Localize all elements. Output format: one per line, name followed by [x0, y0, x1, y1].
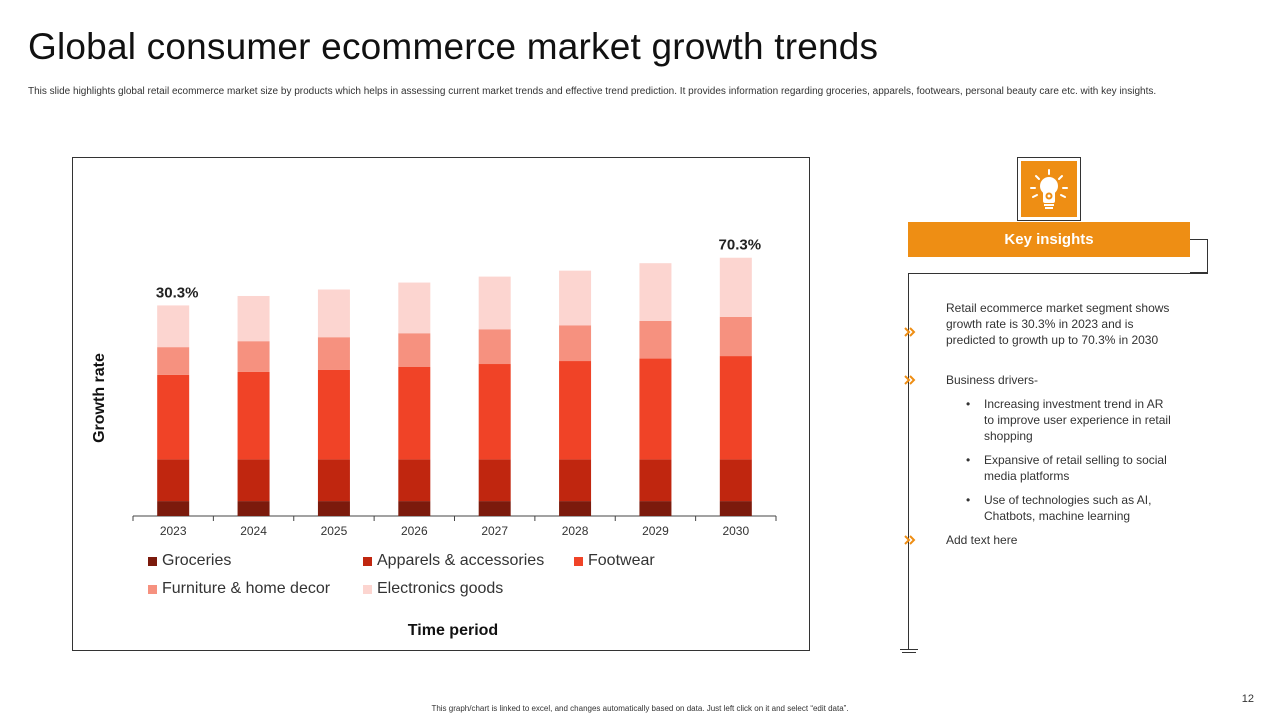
key-insights-header: Key insights	[908, 222, 1190, 257]
legend-label: Furniture & home decor	[162, 580, 331, 597]
bullet-icon: •	[966, 493, 971, 507]
driver-text: Expansive of retail selling to social me…	[984, 453, 1167, 483]
driver-text: Use of technologies such as AI, Chatbots…	[984, 493, 1152, 523]
bar-furniture-home-decor-2028	[559, 325, 592, 362]
x-axis-label: Time period	[407, 622, 499, 639]
bar-furniture-home-decor-2029	[639, 320, 672, 359]
timeline-foot-secondary	[902, 652, 916, 653]
x-tick-label-2029: 2029	[642, 524, 669, 538]
legend-item-groceries: Groceries	[148, 552, 231, 570]
bar-electronics-goods-2025	[317, 289, 350, 338]
page-number: 12	[1241, 693, 1254, 705]
x-tick-label-2026: 2026	[401, 524, 428, 538]
bar-electronics-goods-2030	[719, 257, 752, 317]
timeline-foot	[900, 649, 918, 650]
legend-item-apparels: Apparels & accessories	[363, 552, 544, 570]
bar-electronics-goods-2027	[478, 276, 511, 330]
legend-item-footwear: Footwear	[574, 552, 655, 570]
x-tick-label-2027: 2027	[481, 524, 508, 538]
insight-item-drivers: Business drivers-	[946, 373, 1039, 387]
bar-electronics-goods-2024	[237, 295, 270, 342]
bar-furniture-home-decor-2026	[398, 333, 431, 367]
bar-apparels-accessories-2029	[639, 459, 672, 502]
timeline-marker-icon	[904, 535, 916, 545]
bar-electronics-goods-2026	[398, 282, 431, 334]
bar-electronics-goods-2029	[639, 263, 672, 321]
header-bracket	[1190, 239, 1208, 273]
driver-item: • Use of technologies such as AI, Chatbo…	[966, 492, 1176, 524]
chart-footnote: This graph/chart is linked to excel, and…	[431, 704, 849, 713]
header-divider	[908, 273, 1208, 274]
bar-footwear-2023	[157, 374, 190, 460]
bar-electronics-goods-2028	[559, 270, 592, 326]
bullet-icon: •	[966, 397, 971, 411]
bar-footwear-2028	[559, 361, 592, 460]
bar-apparels-accessories-2024	[237, 459, 270, 502]
x-tick-label-2028: 2028	[562, 524, 589, 538]
legend-swatch-apparels	[363, 556, 372, 566]
bar-apparels-accessories-2028	[559, 459, 592, 502]
bar-groceries-2025	[317, 501, 350, 516]
legend-swatch-electronics	[363, 584, 372, 594]
legend-swatch-footwear	[574, 556, 583, 566]
bar-electronics-goods-2023	[157, 305, 190, 348]
bar-apparels-accessories-2026	[398, 459, 431, 502]
legend-label: Footwear	[588, 552, 655, 569]
slide-title: Global consumer ecommerce market growth …	[28, 26, 879, 67]
bar-apparels-accessories-2025	[317, 459, 350, 502]
chart-area[interactable]: 2023 2024 2025 2026 2027 2028 2029 2030 30.3% 70.…	[72, 157, 810, 651]
bar-furniture-home-decor-2025	[317, 337, 350, 370]
bar-groceries-2023	[157, 501, 190, 516]
bar-groceries-2029	[639, 501, 672, 516]
insight-item-add-text: Add text here	[946, 533, 1018, 547]
legend-swatch-furniture	[148, 584, 157, 594]
legend-item-furniture: Furniture & home decor	[148, 580, 330, 598]
bar-furniture-home-decor-2030	[719, 316, 752, 357]
bar-furniture-home-decor-2027	[478, 329, 511, 365]
insight-item-growth: Retail ecommerce market segment shows gr…	[946, 301, 1170, 347]
y-axis-label: Growth rate	[91, 353, 108, 443]
bar-groceries-2030	[719, 501, 752, 516]
bar-footwear-2026	[398, 367, 431, 460]
timeline-marker-icon	[904, 375, 916, 385]
stacked-bar-chart[interactable]: 2023 2024 2025 2026 2027 2028 2029 2030 30.3% 70.…	[73, 158, 811, 652]
data-label-2023: 30.3%	[156, 284, 199, 301]
bar-apparels-accessories-2027	[478, 459, 511, 502]
bar-footwear-2024	[237, 371, 270, 460]
bar-footwear-2029	[639, 358, 672, 460]
bar-groceries-2028	[559, 501, 592, 516]
insights-timeline	[908, 273, 909, 650]
legend-label: Groceries	[162, 552, 232, 569]
legend-label: Electronics goods	[377, 580, 504, 597]
bar-footwear-2025	[317, 369, 350, 460]
insights-icon-tile	[1021, 161, 1077, 217]
bar-groceries-2026	[398, 501, 431, 516]
bar-furniture-home-decor-2024	[237, 341, 270, 372]
bar-apparels-accessories-2023	[157, 459, 190, 502]
x-tick-label-2024: 2024	[240, 524, 267, 538]
bar-groceries-2024	[237, 501, 270, 516]
lightbulb-gear-icon	[1030, 169, 1068, 209]
legend-label: Apparels & accessories	[377, 552, 545, 569]
insights-icon-frame	[1017, 157, 1081, 221]
bar-footwear-2030	[719, 356, 752, 460]
bar-apparels-accessories-2030	[719, 459, 752, 502]
slide-subtitle: This slide highlights global retail ecom…	[28, 86, 1157, 97]
legend-item-electronics: Electronics goods	[363, 580, 503, 598]
x-tick-label-2025: 2025	[321, 524, 348, 538]
bullet-icon: •	[966, 453, 971, 467]
data-label-2030: 70.3%	[719, 237, 762, 254]
x-tick-label-2023: 2023	[160, 524, 187, 538]
bar-groceries-2027	[478, 501, 511, 516]
bar-footwear-2027	[478, 364, 511, 460]
driver-item: • Increasing investment trend in AR to i…	[966, 396, 1176, 444]
timeline-marker-icon	[904, 327, 916, 337]
x-tick-label-2030: 2030	[722, 524, 749, 538]
driver-item: • Expansive of retail selling to social …	[966, 452, 1176, 484]
bar-furniture-home-decor-2023	[157, 347, 190, 375]
driver-text: Increasing investment trend in AR to imp…	[984, 397, 1171, 443]
legend-swatch-groceries	[148, 556, 157, 566]
